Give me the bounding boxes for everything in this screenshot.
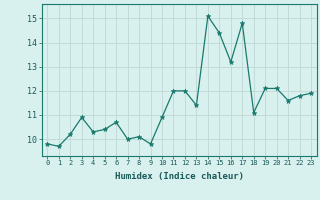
X-axis label: Humidex (Indice chaleur): Humidex (Indice chaleur) (115, 172, 244, 181)
